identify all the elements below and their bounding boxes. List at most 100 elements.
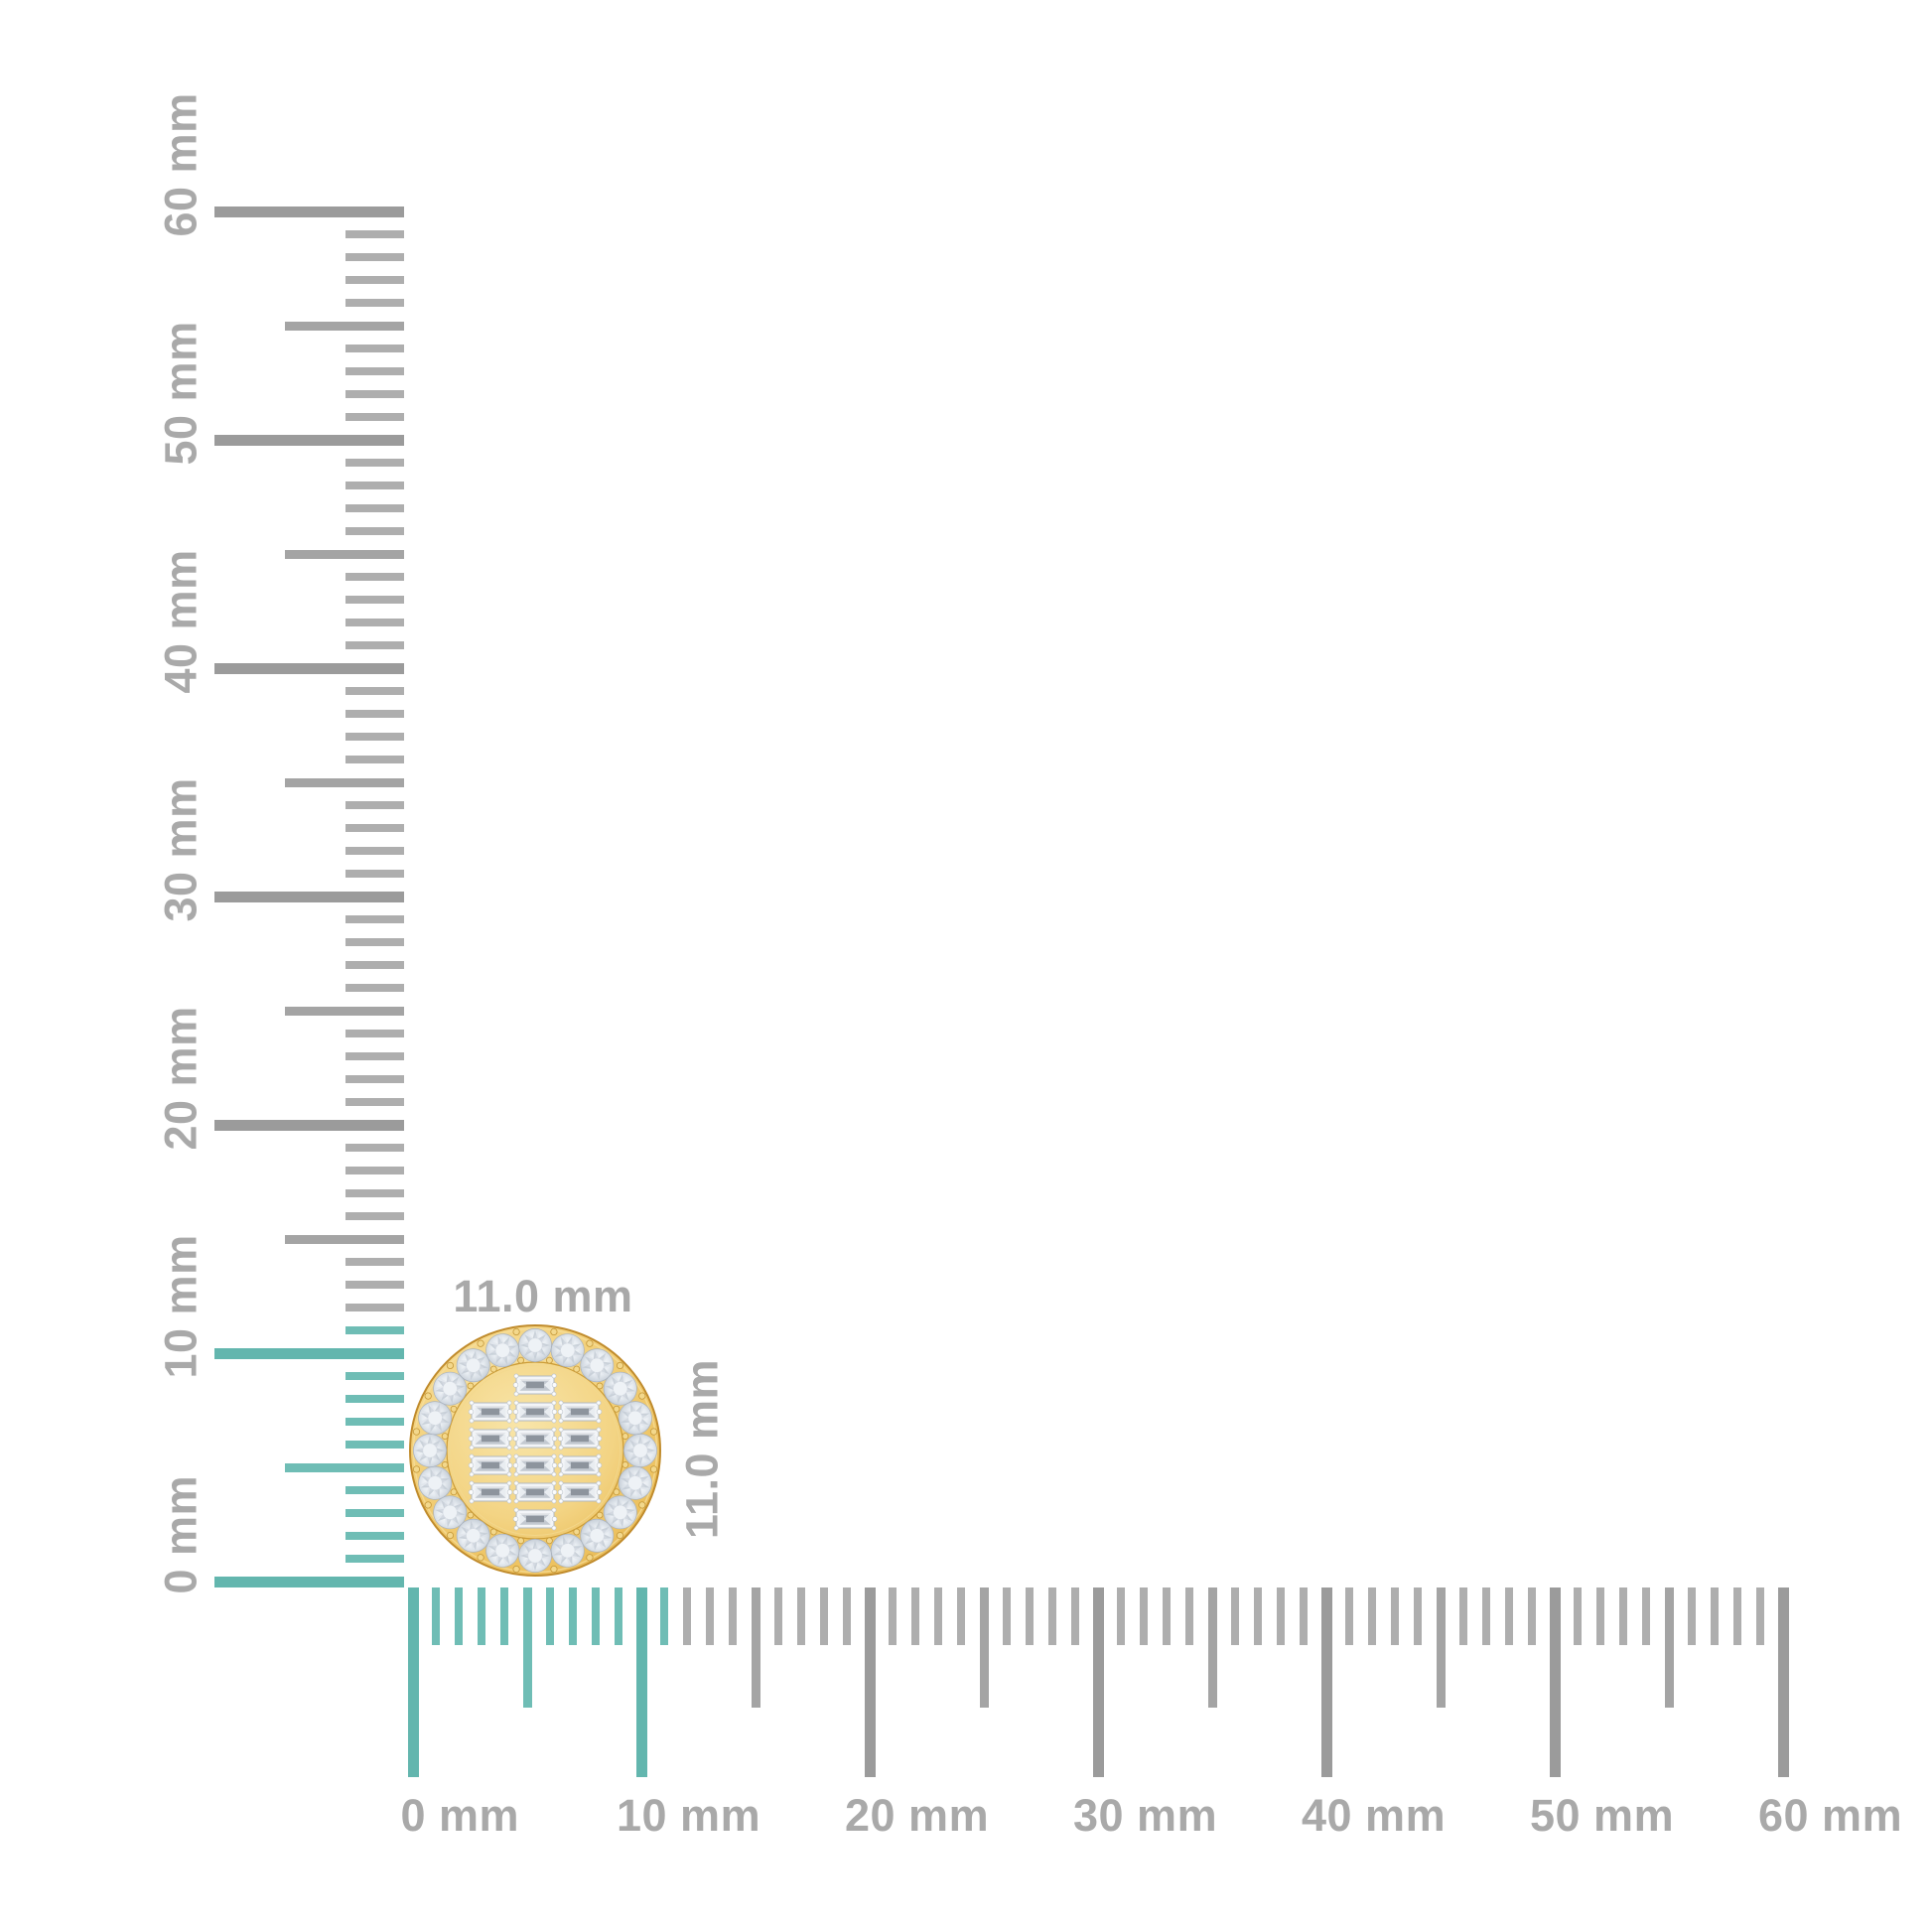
h-ruler-tick-56mm: [1688, 1587, 1696, 1645]
h-ruler-tick-19mm: [843, 1587, 851, 1645]
v-ruler-tick-0mm: [214, 1576, 404, 1587]
h-ruler-tick-53mm: [1619, 1587, 1627, 1645]
prong-dot: [412, 1428, 449, 1441]
v-ruler-tick-54mm: [345, 345, 404, 352]
h-ruler-tick-30mm: [1092, 1587, 1104, 1777]
h-ruler-tick-1mm: [432, 1587, 440, 1645]
h-ruler-tick-25mm: [979, 1587, 989, 1708]
v-ruler-tick-38mm: [345, 710, 404, 718]
ruler-label: 10 mm: [155, 1233, 207, 1378]
v-ruler-tick-17mm: [345, 1189, 404, 1197]
gold-mount: [409, 1324, 661, 1577]
baguette-diamond: [557, 1453, 603, 1477]
h-ruler-tick-31mm: [1117, 1587, 1125, 1645]
v-ruler-tick-34mm: [345, 801, 404, 809]
h-ruler-tick-23mm: [934, 1587, 942, 1645]
baguette-diamonds: [468, 1373, 603, 1531]
h-ruler-tick-2mm: [455, 1587, 463, 1645]
h-ruler-tick-58mm: [1733, 1587, 1741, 1645]
v-ruler-tick-60mm: [214, 206, 404, 217]
prong-dot: [446, 1361, 475, 1390]
baguette-diamond: [512, 1453, 558, 1477]
h-ruler-tick-47mm: [1482, 1587, 1490, 1645]
ruler-label: 50 mm: [1530, 1790, 1675, 1841]
h-ruler-tick-60mm: [1777, 1587, 1789, 1777]
prong-dot: [424, 1392, 458, 1413]
h-ruler-tick-46mm: [1459, 1587, 1467, 1645]
h-ruler-tick-3mm: [478, 1587, 485, 1645]
item-width-label: 11.0 mm: [453, 1271, 633, 1321]
h-ruler-tick-22mm: [911, 1587, 919, 1645]
v-ruler-tick-46mm: [345, 527, 404, 535]
h-ruler-tick-51mm: [1574, 1587, 1582, 1645]
h-ruler-tick-17mm: [797, 1587, 805, 1645]
baguette-diamond: [468, 1427, 513, 1450]
v-ruler-tick-4mm: [345, 1486, 404, 1494]
h-ruler-tick-14mm: [729, 1587, 737, 1645]
v-ruler-tick-2mm: [345, 1532, 404, 1540]
prong-dot: [512, 1327, 525, 1364]
h-ruler-tick-52mm: [1596, 1587, 1604, 1645]
v-ruler-tick-16mm: [345, 1212, 404, 1220]
halo-diamond: [456, 1348, 490, 1383]
ruler-label: 40 mm: [1302, 1790, 1447, 1841]
v-ruler-tick-45mm: [285, 549, 404, 559]
ruler-label: 0 mm: [155, 1474, 207, 1594]
halo-diamonds: [413, 1328, 657, 1573]
h-ruler-tick-59mm: [1756, 1587, 1764, 1645]
v-ruler-tick-10mm: [214, 1347, 404, 1359]
baguette-diamond: [557, 1400, 603, 1424]
v-ruler-tick-59mm: [345, 230, 404, 238]
baguette-diamond: [557, 1480, 603, 1504]
prong-dot: [596, 1511, 624, 1540]
v-ruler-tick-6mm: [345, 1441, 404, 1449]
h-ruler-tick-15mm: [751, 1587, 760, 1708]
prong-dot: [446, 1511, 475, 1540]
ruler-label: 60 mm: [155, 91, 207, 236]
baguette-diamond: [468, 1453, 513, 1477]
ruler-label: 10 mm: [617, 1790, 761, 1841]
v-ruler-tick-15mm: [285, 1234, 404, 1244]
h-ruler-tick-7mm: [569, 1587, 577, 1645]
h-ruler-tick-28mm: [1048, 1587, 1056, 1645]
h-ruler-tick-21mm: [889, 1587, 897, 1645]
h-ruler-tick-29mm: [1071, 1587, 1079, 1645]
prong-dot: [477, 1528, 497, 1562]
prong-dot: [424, 1488, 458, 1509]
halo-diamond: [518, 1328, 552, 1362]
baguette-diamond: [512, 1480, 558, 1504]
h-ruler-tick-35mm: [1207, 1587, 1217, 1708]
h-ruler-tick-20mm: [864, 1587, 876, 1777]
h-ruler-tick-39mm: [1300, 1587, 1308, 1645]
v-ruler-tick-22mm: [345, 1075, 404, 1083]
ruler-label: 50 mm: [155, 320, 207, 465]
v-ruler-tick-3mm: [345, 1509, 404, 1517]
halo-diamond: [433, 1495, 468, 1530]
h-ruler-tick-6mm: [546, 1587, 554, 1645]
v-ruler-tick-24mm: [345, 1030, 404, 1037]
baguette-diamond: [468, 1400, 513, 1424]
baguette-diamond: [512, 1400, 558, 1424]
h-ruler-tick-11mm: [660, 1587, 668, 1645]
h-ruler-tick-0mm: [407, 1587, 419, 1777]
prong-dot: [573, 1528, 594, 1562]
v-ruler-tick-13mm: [345, 1281, 404, 1289]
prong-dot: [613, 1488, 646, 1509]
ruler-label: 20 mm: [155, 1005, 207, 1150]
v-ruler-tick-1mm: [345, 1555, 404, 1563]
v-ruler-tick-11mm: [345, 1326, 404, 1334]
h-ruler-tick-8mm: [592, 1587, 600, 1645]
v-ruler-tick-23mm: [345, 1052, 404, 1060]
v-ruler-tick-21mm: [345, 1098, 404, 1106]
halo-diamond: [485, 1333, 520, 1368]
earring-product-image: [409, 1324, 661, 1577]
h-ruler-tick-45mm: [1436, 1587, 1446, 1708]
h-ruler-tick-12mm: [683, 1587, 691, 1645]
ruler-label: 20 mm: [845, 1790, 990, 1841]
h-ruler-tick-49mm: [1528, 1587, 1536, 1645]
v-ruler-tick-27mm: [345, 961, 404, 969]
h-ruler-tick-37mm: [1254, 1587, 1262, 1645]
baguette-diamond: [512, 1373, 558, 1397]
h-ruler-tick-16mm: [774, 1587, 782, 1645]
halo-diamond: [623, 1434, 657, 1467]
